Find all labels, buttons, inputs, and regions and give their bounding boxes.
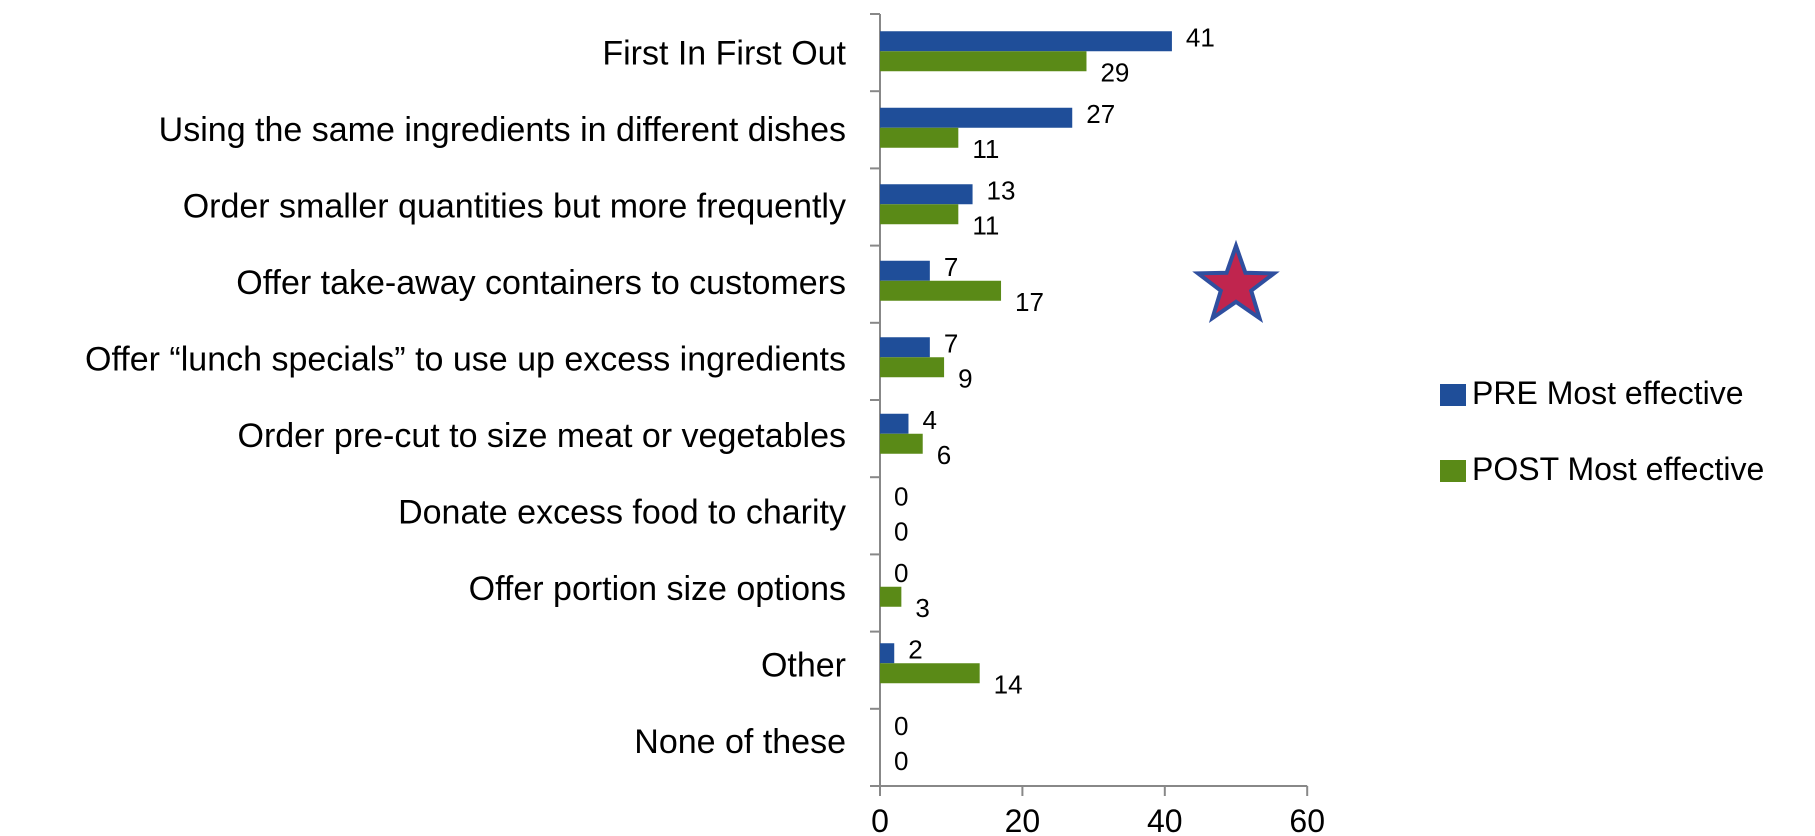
- category-label: Other: [761, 646, 846, 684]
- pre-bar: [880, 107, 1073, 128]
- pre-bar: [880, 184, 973, 205]
- post-value-label: 11: [972, 210, 999, 240]
- legend-label: POST Most effective: [1472, 451, 1764, 487]
- post-bar: [880, 663, 980, 684]
- post-bar: [880, 127, 959, 148]
- pre-value-label: 2: [908, 634, 922, 664]
- post-value-label: 29: [1100, 57, 1129, 87]
- pre-value-label: 27: [1086, 99, 1115, 129]
- chart-bars: [880, 31, 1172, 684]
- legend-label: PRE Most effective: [1472, 375, 1744, 411]
- pre-value-label: 4: [922, 405, 936, 435]
- post-bar: [880, 51, 1087, 72]
- post-value-label: 3: [915, 593, 929, 623]
- pre-value-label: 0: [894, 481, 908, 511]
- pre-value-label: 7: [944, 328, 958, 358]
- category-label: Offer “lunch specials” to use up excess …: [85, 340, 846, 378]
- post-value-label: 11: [972, 134, 999, 164]
- category-label: Offer take-away containers to customers: [236, 264, 846, 302]
- post-value-label: 14: [994, 669, 1023, 699]
- post-value-label: 6: [937, 440, 951, 470]
- post-bar: [880, 204, 959, 225]
- chart-annotation: [1192, 239, 1280, 324]
- pre-bar: [880, 413, 909, 434]
- post-bar: [880, 586, 902, 607]
- category-label: Using the same ingredients in different …: [159, 111, 846, 149]
- category-label: Donate excess food to charity: [398, 493, 846, 531]
- x-tick-label: 20: [1005, 803, 1041, 836]
- post-bar: [880, 357, 945, 378]
- pre-bar: [880, 337, 930, 358]
- category-label: Order pre-cut to size meat or vegetables: [238, 417, 847, 455]
- category-label: First In First Out: [602, 34, 846, 72]
- post-value-label: 9: [958, 363, 972, 393]
- pre-bar: [880, 643, 895, 664]
- pre-bar: [880, 260, 930, 281]
- x-tick-label: 40: [1147, 803, 1183, 836]
- post-value-label: 0: [894, 516, 908, 546]
- pre-bar: [880, 31, 1172, 52]
- pre-value-label: 0: [894, 558, 908, 588]
- pre-value-label: 0: [894, 711, 908, 741]
- post-value-label: 0: [894, 746, 908, 776]
- chart-legend: PRE Most effective POST Most effective: [1440, 375, 1764, 487]
- star-icon: [1192, 239, 1280, 324]
- x-tick-label: 60: [1289, 803, 1325, 836]
- post-value-label: 17: [1015, 287, 1044, 317]
- category-label: Order smaller quantities but more freque…: [183, 187, 846, 225]
- pre-value-label: 41: [1186, 22, 1215, 52]
- category-label: Offer portion size options: [469, 570, 846, 608]
- x-tick-label: 0: [871, 803, 889, 836]
- pre-value-label: 7: [944, 252, 958, 282]
- post-bar: [880, 433, 923, 454]
- legend-swatch: [1440, 460, 1466, 482]
- post-bar: [880, 280, 1002, 301]
- legend-swatch: [1440, 384, 1466, 406]
- pre-value-label: 13: [987, 175, 1016, 205]
- category-label: None of these: [634, 723, 846, 761]
